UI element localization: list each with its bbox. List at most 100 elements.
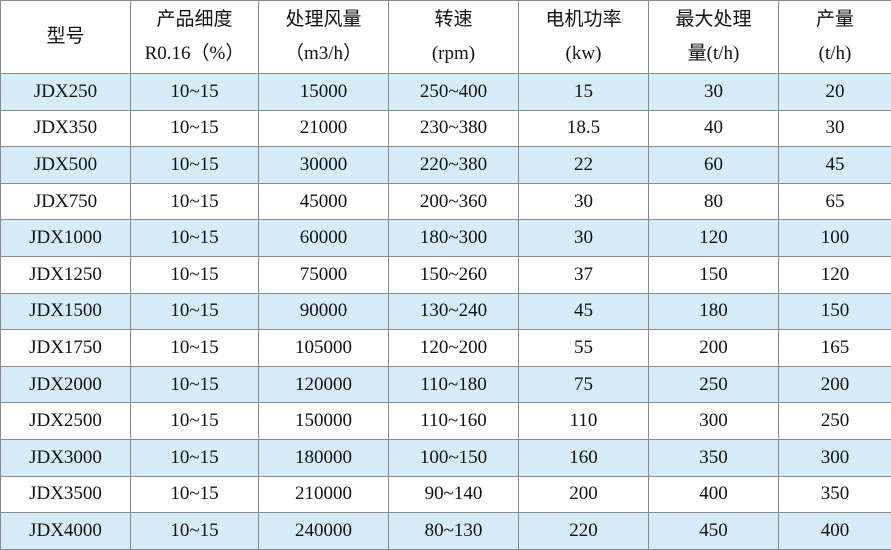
table-cell: 10~15 [131, 183, 259, 220]
table-cell: 10~15 [131, 330, 259, 367]
table-cell: 350 [649, 439, 779, 476]
table-cell: 180000 [259, 439, 389, 476]
table-cell: 350 [779, 476, 891, 513]
table-cell: 250 [779, 403, 891, 440]
table-cell: 10~15 [131, 513, 259, 550]
header-cell: 产量(t/h) [779, 1, 891, 74]
table-cell: 60 [649, 147, 779, 184]
table-cell: 90000 [259, 293, 389, 330]
header-cell: 最大处理量(t/h) [649, 1, 779, 74]
table-cell: 55 [519, 330, 649, 367]
header-cell: 转速(rpm) [389, 1, 519, 74]
table-cell: 45 [779, 147, 891, 184]
table-cell: 150 [779, 293, 891, 330]
table-cell: 400 [779, 513, 891, 550]
table-cell: 30000 [259, 147, 389, 184]
header-text: 量(t/h) [649, 37, 778, 71]
table-cell: 200 [519, 476, 649, 513]
header-text: 产量 [779, 3, 891, 37]
table-cell: JDX500 [1, 147, 131, 184]
header-text: 电机功率 [519, 3, 648, 37]
header-text: (kw) [519, 37, 648, 71]
table-cell: 220 [519, 513, 649, 550]
table-cell: 180~300 [389, 220, 519, 257]
table-cell: 400 [649, 476, 779, 513]
table-cell: 300 [779, 439, 891, 476]
table-cell: 300 [649, 403, 779, 440]
table-cell: 10~15 [131, 403, 259, 440]
table-cell: 210000 [259, 476, 389, 513]
table-cell: 75 [519, 366, 649, 403]
table-cell: 165 [779, 330, 891, 367]
table-cell: JDX3500 [1, 476, 131, 513]
header-text: （m3/h） [259, 37, 388, 71]
table-cell: 15 [519, 74, 649, 111]
table-cell: 100 [779, 220, 891, 257]
table-cell: JDX250 [1, 74, 131, 111]
table-cell: JDX350 [1, 110, 131, 147]
table-cell: 150 [649, 256, 779, 293]
table-cell: 150~260 [389, 256, 519, 293]
table-cell: 130~240 [389, 293, 519, 330]
header-text: 型号 [1, 20, 130, 54]
header-text: 产品细度 [131, 3, 258, 37]
header-text: (rpm) [389, 37, 518, 71]
table-cell: 45000 [259, 183, 389, 220]
table-cell: 20 [779, 74, 891, 111]
table-cell: 230~380 [389, 110, 519, 147]
table-cell: 40 [649, 110, 779, 147]
table-cell: 180 [649, 293, 779, 330]
table-cell: 105000 [259, 330, 389, 367]
table-cell: 200 [779, 366, 891, 403]
table-cell: 10~15 [131, 110, 259, 147]
table-cell: 450 [649, 513, 779, 550]
table-cell: 220~380 [389, 147, 519, 184]
header-text: 处理风量 [259, 3, 388, 37]
header-text: 最大处理 [649, 3, 778, 37]
table-cell: 200~360 [389, 183, 519, 220]
table-cell: 10~15 [131, 147, 259, 184]
table-cell: 30 [649, 74, 779, 111]
table-cell: 30 [779, 110, 891, 147]
table-cell: 10~15 [131, 220, 259, 257]
table-cell: 120~200 [389, 330, 519, 367]
table-cell: 120 [779, 256, 891, 293]
table-cell: 150000 [259, 403, 389, 440]
table-cell: 15000 [259, 74, 389, 111]
header-text: 转速 [389, 3, 518, 37]
table-cell: 65 [779, 183, 891, 220]
table-cell: 10~15 [131, 293, 259, 330]
table-cell: 22 [519, 147, 649, 184]
table-cell: 90~140 [389, 476, 519, 513]
header-cell: 处理风量（m3/h） [259, 1, 389, 74]
table-cell: JDX750 [1, 183, 131, 220]
table-cell: 110~180 [389, 366, 519, 403]
table-cell: 37 [519, 256, 649, 293]
table-cell: 75000 [259, 256, 389, 293]
table-cell: 10~15 [131, 439, 259, 476]
table-cell: 80 [649, 183, 779, 220]
header-cell: 电机功率(kw) [519, 1, 649, 74]
table-cell: JDX3000 [1, 439, 131, 476]
table-cell: 240000 [259, 513, 389, 550]
table-cell: JDX1500 [1, 293, 131, 330]
table-cell: JDX4000 [1, 513, 131, 550]
table-cell: JDX1750 [1, 330, 131, 367]
table-cell: 30 [519, 220, 649, 257]
table-cell: 120000 [259, 366, 389, 403]
table-cell: 200 [649, 330, 779, 367]
header-text: (t/h) [779, 37, 891, 71]
